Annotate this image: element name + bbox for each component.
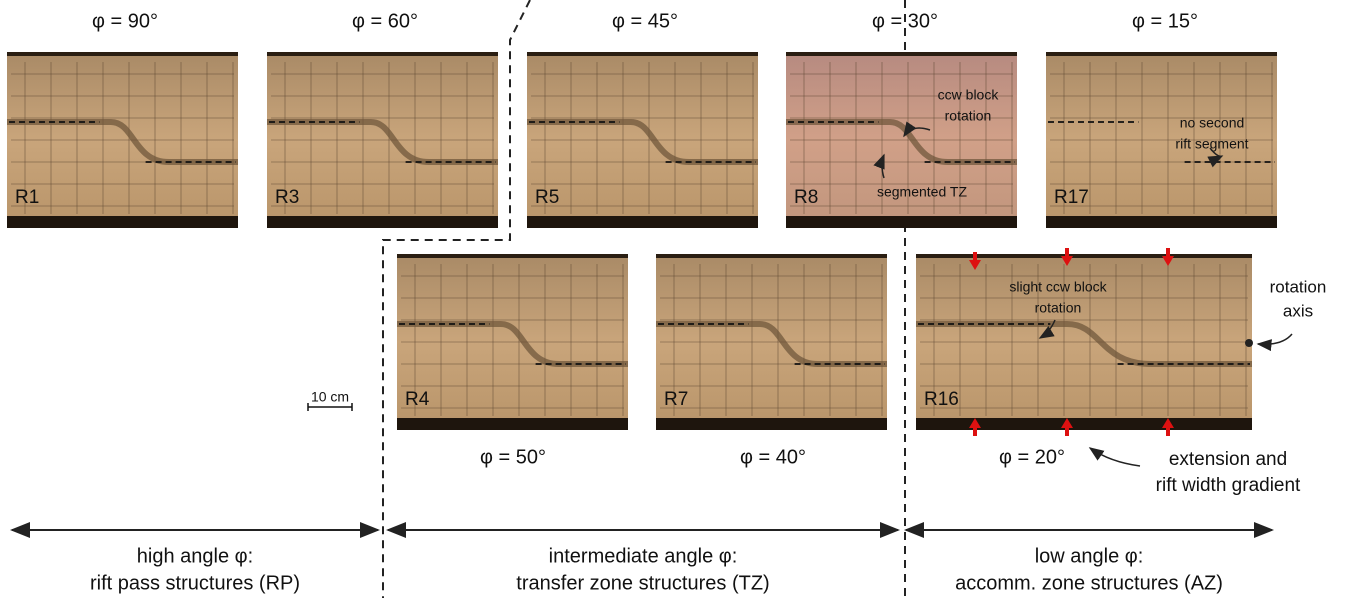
- angle-label: φ = 45°: [612, 10, 678, 32]
- annotation: extension and: [1169, 449, 1287, 470]
- photo-panel: R8: [786, 52, 1017, 228]
- photo-frame-top: [916, 254, 1252, 258]
- annotation: rotation: [1035, 300, 1082, 316]
- callout-arrow: [1258, 334, 1292, 344]
- photo-frame-bottom: [267, 216, 498, 228]
- photo-frame-bottom: [1046, 216, 1277, 228]
- panel-label: R3: [275, 187, 299, 208]
- photo-frame-top: [267, 52, 498, 56]
- photo-frame-top: [527, 52, 758, 56]
- panel-label: R17: [1054, 187, 1089, 208]
- group-label: accomm. zone structures (AZ): [955, 572, 1223, 594]
- photo-panel: R7: [656, 254, 887, 430]
- photo-frame-bottom: [786, 216, 1017, 228]
- annotation: slight ccw block: [1009, 279, 1107, 295]
- photo-panel: R1: [7, 52, 238, 228]
- panel-label: R16: [924, 389, 959, 410]
- panel-label: R5: [535, 187, 559, 208]
- annotation: axis: [1283, 301, 1313, 320]
- photo-frame-bottom: [656, 418, 887, 430]
- group-label: intermediate angle φ:: [549, 545, 738, 567]
- photo-panel: R4: [397, 254, 628, 430]
- photo-frame-top: [1046, 52, 1277, 56]
- photo-frame-bottom: [916, 418, 1252, 430]
- angle-label: φ = 40°: [740, 446, 806, 468]
- photo-frame-bottom: [7, 216, 238, 228]
- annotation: rift segment: [1175, 136, 1248, 152]
- angle-label: φ = 30°: [872, 10, 938, 32]
- panel-label: R8: [794, 187, 818, 208]
- annotation: rotation: [945, 108, 992, 124]
- content: R1 φ = 90° R3 φ = 60° R5 φ = 45° R8 φ = 30° R17 φ…: [7, 10, 1326, 594]
- panel-label: R7: [664, 389, 688, 410]
- photo-frame-top: [656, 254, 887, 258]
- annotation: segmented TZ: [877, 184, 967, 200]
- angle-label: φ = 50°: [480, 446, 546, 468]
- angle-label: φ = 90°: [92, 10, 158, 32]
- scale-label: 10 cm: [311, 389, 349, 405]
- group-label: rift pass structures (RP): [90, 572, 300, 594]
- panel-label: R4: [405, 389, 430, 410]
- callout-arrow: [1090, 448, 1140, 466]
- photo-panel: R3: [267, 52, 498, 228]
- annotation: rift width gradient: [1156, 475, 1301, 496]
- angle-label: φ = 60°: [352, 10, 418, 32]
- figure: R1 φ = 90° R3 φ = 60° R5 φ = 45° R8 φ = 30° R17 φ…: [0, 0, 1359, 598]
- rotation-axis-dot: [1245, 339, 1253, 347]
- photo-frame-bottom: [397, 418, 628, 430]
- photo-frame-top: [397, 254, 628, 258]
- group-label: low angle φ:: [1035, 545, 1144, 567]
- photo-frame-top: [7, 52, 238, 56]
- group-label: high angle φ:: [137, 545, 253, 567]
- annotation: no second: [1180, 115, 1245, 131]
- annotation: rotation: [1270, 277, 1327, 296]
- angle-label: φ = 20°: [999, 446, 1065, 468]
- photo-frame-top: [786, 52, 1017, 56]
- annotation: ccw block: [938, 87, 1000, 103]
- photo-panel: R5: [527, 52, 758, 228]
- photo-frame-bottom: [527, 216, 758, 228]
- panel-label: R1: [15, 187, 39, 208]
- group-label: transfer zone structures (TZ): [516, 572, 769, 594]
- angle-label: φ = 15°: [1132, 10, 1198, 32]
